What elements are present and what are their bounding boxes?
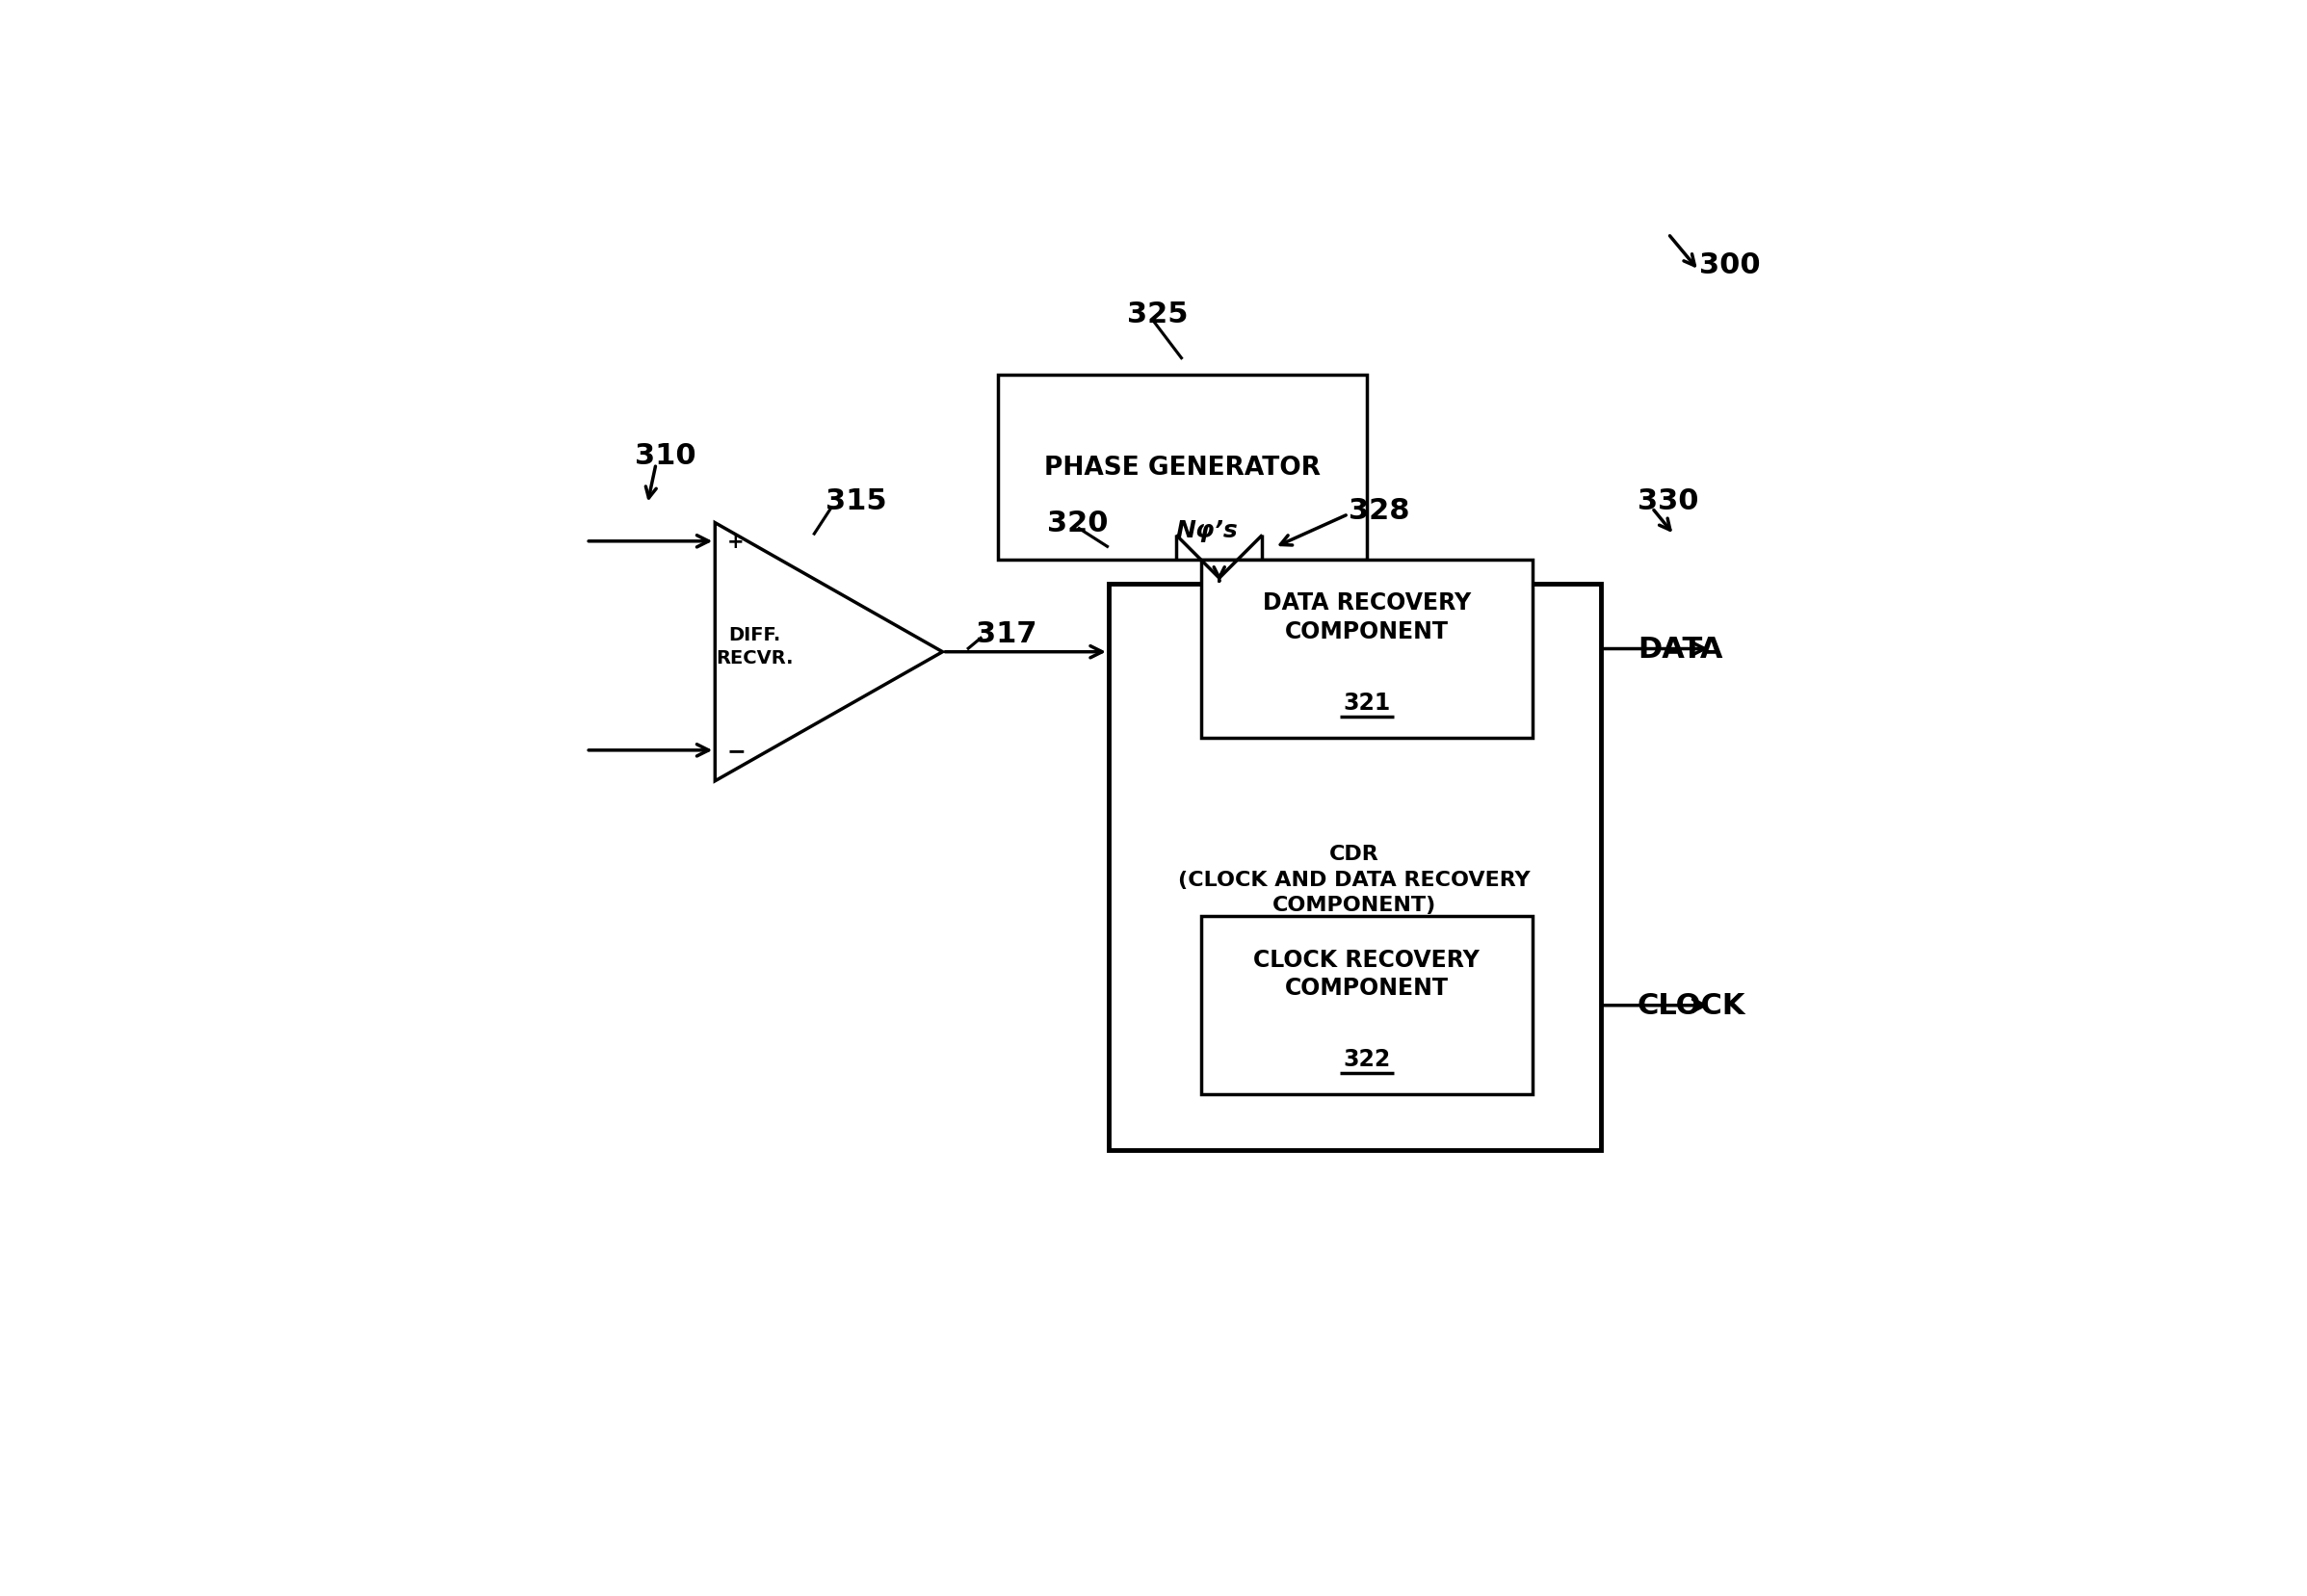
Text: 325: 325 (1128, 300, 1188, 329)
Bar (1200, 916, 1532, 1095)
Text: −: − (727, 739, 745, 763)
Text: 320: 320 (1047, 509, 1107, 538)
Text: 328: 328 (1347, 496, 1410, 525)
Text: CDR
(CLOCK AND DATA RECOVERY
COMPONENT): CDR (CLOCK AND DATA RECOVERY COMPONENT) (1179, 844, 1530, 915)
Text: DATA: DATA (1638, 635, 1723, 664)
Text: PHASE GENERATOR: PHASE GENERATOR (1045, 455, 1320, 480)
Text: 310: 310 (634, 442, 697, 469)
Text: 322: 322 (1343, 1047, 1391, 1071)
Text: Nφ’s: Nφ’s (1177, 519, 1239, 541)
Text: 315: 315 (826, 487, 886, 516)
Text: DIFF.
RECVR.: DIFF. RECVR. (715, 626, 794, 667)
Bar (1110, 584, 1601, 1151)
Text: 317: 317 (976, 619, 1036, 648)
Text: CLOCK: CLOCK (1638, 991, 1746, 1020)
Text: 330: 330 (1638, 487, 1698, 516)
Text: 321: 321 (1343, 691, 1391, 715)
Text: +: + (727, 531, 745, 551)
Text: DATA RECOVERY
COMPONENT: DATA RECOVERY COMPONENT (1262, 592, 1472, 643)
Bar (999, 377, 1366, 560)
Text: CLOCK RECOVERY
COMPONENT: CLOCK RECOVERY COMPONENT (1253, 948, 1479, 999)
Text: 300: 300 (1698, 251, 1760, 279)
Bar (1200, 560, 1532, 739)
